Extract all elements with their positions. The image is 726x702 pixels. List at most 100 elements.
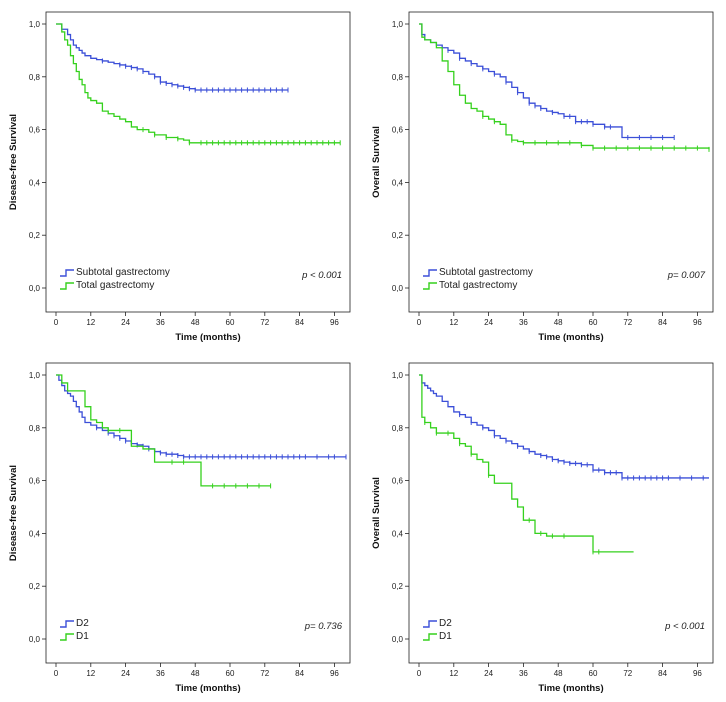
x-tick-label: 60 bbox=[226, 669, 235, 678]
legend-swatch-1 bbox=[60, 620, 74, 628]
y-tick-label: 0,2 bbox=[392, 582, 404, 591]
legend-label-1: D2 bbox=[76, 618, 89, 629]
km-chart-dfs-lymph: 0,0 0,2 0,4 0,6 0,8 1,0 0 12 24 36 48 60 72 84 96 Time … bbox=[8, 362, 351, 694]
y-axis-label: Overall Survival bbox=[371, 477, 382, 549]
x-tick-label: 0 bbox=[417, 318, 422, 327]
y-tick-label: 0,4 bbox=[392, 529, 404, 538]
y-tick-label: 0,8 bbox=[392, 424, 404, 433]
y-tick-label: 1,0 bbox=[29, 371, 41, 380]
y-tick-label: 0,2 bbox=[29, 582, 41, 591]
legend-label-2: Total gastrectomy bbox=[439, 280, 517, 291]
chart-panel-os-surgery: 0,0 0,2 0,4 0,6 0,8 1,0 0 12 24 36 48 60 72 84 96 Time … bbox=[363, 0, 726, 351]
x-tick-label: 36 bbox=[519, 669, 528, 678]
x-tick-label: 84 bbox=[658, 318, 667, 327]
x-tick-label: 96 bbox=[693, 669, 702, 678]
y-tick-label: 1,0 bbox=[392, 20, 404, 29]
x-tick-label: 60 bbox=[589, 669, 598, 678]
series-curve-2 bbox=[56, 23, 341, 144]
y-tick-label: 0,4 bbox=[29, 178, 41, 187]
plot-frame bbox=[45, 11, 351, 313]
x-axis-label: Time (months) bbox=[538, 683, 603, 694]
y-tick-label: 0,8 bbox=[392, 73, 404, 82]
x-tick-label: 96 bbox=[330, 669, 339, 678]
plot-frame bbox=[408, 11, 714, 313]
y-tick-label: 1,0 bbox=[392, 371, 404, 380]
series-curve-2 bbox=[56, 374, 271, 487]
series-curve-2 bbox=[419, 374, 634, 553]
y-tick-label: 0,2 bbox=[392, 231, 404, 240]
legend-label-2: D1 bbox=[76, 631, 89, 642]
p-value: p < 0.001 bbox=[664, 621, 705, 632]
x-tick-label: 36 bbox=[156, 669, 165, 678]
chart-panel-dfs-surgery: 0,0 0,2 0,4 0,6 0,8 1,0 0 12 24 36 48 60 72 84 96 Time … bbox=[0, 0, 363, 351]
legend-swatch-2 bbox=[60, 633, 74, 641]
x-tick-label: 48 bbox=[554, 669, 563, 678]
legend-swatch-1 bbox=[423, 620, 437, 628]
x-tick-label: 36 bbox=[519, 318, 528, 327]
x-tick-label: 84 bbox=[295, 669, 304, 678]
p-value: p= 0.736 bbox=[304, 621, 343, 632]
legend-swatch-2 bbox=[60, 282, 74, 290]
y-tick-label: 0,0 bbox=[392, 284, 404, 293]
x-tick-label: 60 bbox=[226, 318, 235, 327]
legend-label-2: Total gastrectomy bbox=[76, 280, 154, 291]
y-tick-label: 0,8 bbox=[29, 73, 41, 82]
x-tick-label: 48 bbox=[554, 318, 563, 327]
y-tick-label: 0,6 bbox=[392, 477, 404, 486]
x-tick-label: 96 bbox=[330, 318, 339, 327]
x-tick-label: 36 bbox=[156, 318, 165, 327]
km-chart-os-lymph: 0,0 0,2 0,4 0,6 0,8 1,0 0 12 24 36 48 60 72 84 96 Time … bbox=[371, 362, 714, 694]
series-curve-1 bbox=[56, 374, 346, 458]
y-tick-label: 0,8 bbox=[29, 424, 41, 433]
y-tick-label: 0,0 bbox=[29, 284, 41, 293]
x-tick-label: 12 bbox=[449, 669, 458, 678]
x-tick-label: 84 bbox=[658, 669, 667, 678]
chart-panel-os-lymph: 0,0 0,2 0,4 0,6 0,8 1,0 0 12 24 36 48 60 72 84 96 Time … bbox=[363, 351, 726, 702]
x-tick-label: 84 bbox=[295, 318, 304, 327]
legend-label-1: Subtotal gastrectomy bbox=[439, 267, 533, 278]
chart-panel-dfs-lymph: 0,0 0,2 0,4 0,6 0,8 1,0 0 12 24 36 48 60 72 84 96 Time … bbox=[0, 351, 363, 702]
x-tick-label: 0 bbox=[417, 669, 422, 678]
y-tick-label: 0,6 bbox=[392, 126, 404, 135]
legend-label-1: Subtotal gastrectomy bbox=[76, 267, 170, 278]
x-tick-label: 12 bbox=[86, 669, 95, 678]
x-tick-label: 48 bbox=[191, 669, 200, 678]
p-value: p= 0.007 bbox=[667, 270, 706, 281]
y-axis-label: Disease-free Survival bbox=[8, 114, 19, 210]
y-tick-label: 0,2 bbox=[29, 231, 41, 240]
x-tick-label: 12 bbox=[86, 318, 95, 327]
y-tick-label: 0,6 bbox=[29, 126, 41, 135]
plot-frame bbox=[408, 362, 714, 664]
x-tick-label: 72 bbox=[260, 669, 269, 678]
series-curve-1 bbox=[419, 23, 675, 139]
y-tick-label: 0,6 bbox=[29, 477, 41, 486]
series-curve-1 bbox=[56, 23, 288, 91]
x-tick-label: 24 bbox=[121, 669, 130, 678]
y-tick-label: 0,4 bbox=[29, 529, 41, 538]
x-tick-label: 0 bbox=[54, 318, 59, 327]
x-axis-label: Time (months) bbox=[175, 332, 240, 343]
x-tick-label: 24 bbox=[484, 318, 493, 327]
series-curve-2 bbox=[419, 23, 710, 150]
y-tick-label: 0,0 bbox=[392, 635, 404, 644]
y-axis-label: Overall Survival bbox=[371, 126, 382, 198]
x-tick-label: 72 bbox=[623, 318, 632, 327]
y-axis-label: Disease-free Survival bbox=[8, 465, 19, 561]
x-axis-label: Time (months) bbox=[175, 683, 240, 694]
x-tick-label: 60 bbox=[589, 318, 598, 327]
x-tick-label: 96 bbox=[693, 318, 702, 327]
x-tick-label: 12 bbox=[449, 318, 458, 327]
y-tick-label: 0,4 bbox=[392, 178, 404, 187]
legend-swatch-2 bbox=[423, 633, 437, 641]
plot-frame bbox=[45, 362, 351, 664]
x-axis-label: Time (months) bbox=[538, 332, 603, 343]
x-tick-label: 24 bbox=[484, 669, 493, 678]
x-tick-label: 72 bbox=[260, 318, 269, 327]
p-value: p < 0.001 bbox=[301, 270, 342, 281]
legend-label-1: D2 bbox=[439, 618, 452, 629]
km-chart-os-surgery: 0,0 0,2 0,4 0,6 0,8 1,0 0 12 24 36 48 60 72 84 96 Time … bbox=[371, 11, 714, 343]
y-tick-label: 1,0 bbox=[29, 20, 41, 29]
legend-swatch-1 bbox=[423, 269, 437, 277]
legend-swatch-1 bbox=[60, 269, 74, 277]
legend-swatch-2 bbox=[423, 282, 437, 290]
